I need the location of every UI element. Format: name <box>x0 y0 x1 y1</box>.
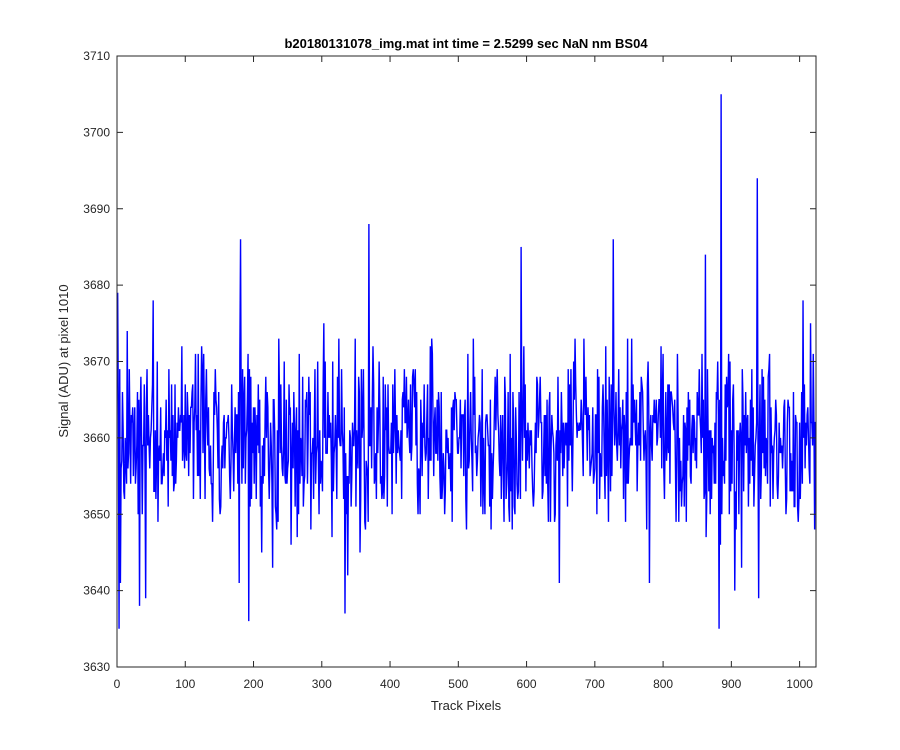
y-tick-label: 3680 <box>83 278 110 292</box>
series-layer <box>116 94 817 629</box>
y-tick-label: 3640 <box>83 584 110 598</box>
x-tick-label: 900 <box>721 677 741 691</box>
y-tick-label: 3710 <box>83 49 110 63</box>
x-tick-label: 500 <box>448 677 468 691</box>
x-tick-label: 600 <box>517 677 537 691</box>
y-tick-label: 3700 <box>83 125 110 139</box>
x-tick-label: 400 <box>380 677 400 691</box>
y-axis-label: Signal (ADU) at pixel 1010 <box>56 284 71 437</box>
x-tick-label: 1000 <box>786 677 813 691</box>
x-axis-label: Track Pixels <box>431 698 502 713</box>
x-tick-label: 700 <box>585 677 605 691</box>
y-tick-label: 3630 <box>83 660 110 674</box>
tick-layer: 0 100 200 300 400 500 600 700 800 900 1000 3630 3640… <box>83 49 816 691</box>
x-tick-label: 200 <box>244 677 264 691</box>
x-tick-label: 100 <box>175 677 195 691</box>
y-tick-label: 3660 <box>83 431 110 445</box>
y-tick-label: 3690 <box>83 202 110 216</box>
series-line <box>116 94 817 629</box>
y-tick-label: 3650 <box>83 507 110 521</box>
x-tick-label: 800 <box>653 677 673 691</box>
x-tick-label: 0 <box>114 677 121 691</box>
x-tick-label: 300 <box>312 677 332 691</box>
y-tick-label: 3670 <box>83 355 110 369</box>
plot-area <box>117 56 816 667</box>
chart-title: b20180131078_img.mat int time = 2.5299 s… <box>284 36 648 51</box>
